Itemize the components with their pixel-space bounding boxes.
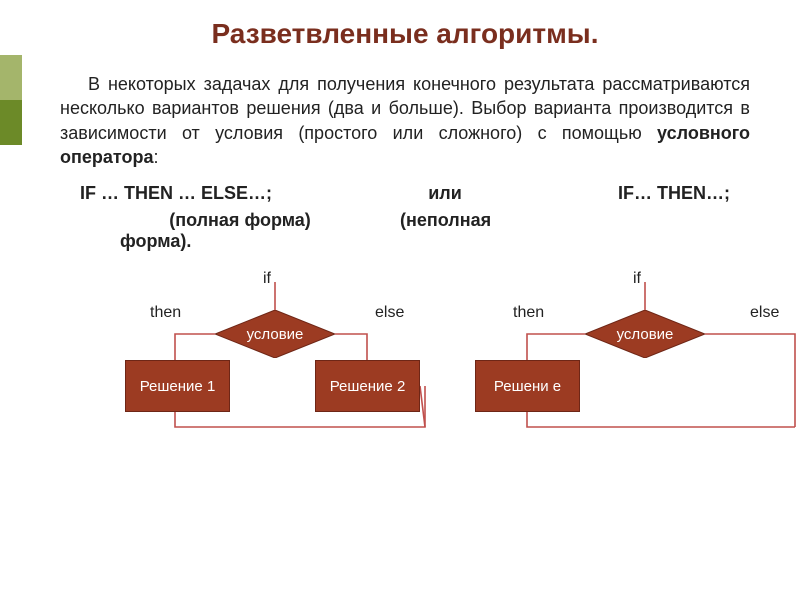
page-title: Разветвленные алгоритмы. xyxy=(60,18,750,50)
condition-diamond: условие xyxy=(585,310,705,358)
form-full-label: (полная форма) xyxy=(80,210,400,231)
diagrams-area: if then else условие Решение 1 Решение 2… xyxy=(60,242,750,442)
then-label: then xyxy=(150,304,181,322)
condition-label: условие xyxy=(215,310,335,358)
solution1-box: Решение 1 xyxy=(125,360,230,412)
syntax-partial: IF… THEN…; xyxy=(618,183,730,204)
if-label: if xyxy=(633,270,641,288)
accent-bottom xyxy=(0,100,22,145)
else-label: else xyxy=(750,304,779,322)
form-row: (полная форма) (неполная xyxy=(80,210,730,231)
else-label: else xyxy=(375,304,404,322)
then-label: then xyxy=(513,304,544,322)
solution2-box: Решение 2 xyxy=(315,360,420,412)
if-label: if xyxy=(263,270,271,288)
flowchart-full: if then else условие Решение 1 Решение 2 xyxy=(105,242,445,442)
slide-content: Разветвленные алгоритмы. В некоторых зад… xyxy=(0,0,800,442)
form-partial-prefix: (неполная xyxy=(400,210,600,231)
solution-box: Решени е xyxy=(475,360,580,412)
body-paragraph: В некоторых задачах для получения конечн… xyxy=(60,72,750,169)
condition-label: условие xyxy=(585,310,705,358)
syntax-or: или xyxy=(428,183,462,204)
syntax-row: IF … THEN … ELSE…; или IF… THEN…; xyxy=(80,183,730,204)
condition-diamond: условие xyxy=(215,310,335,358)
accent-bar xyxy=(0,55,22,145)
flowchart-partial: if then else условие Решени е xyxy=(475,242,800,442)
accent-top xyxy=(0,55,22,100)
syntax-full: IF … THEN … ELSE…; xyxy=(80,183,272,204)
